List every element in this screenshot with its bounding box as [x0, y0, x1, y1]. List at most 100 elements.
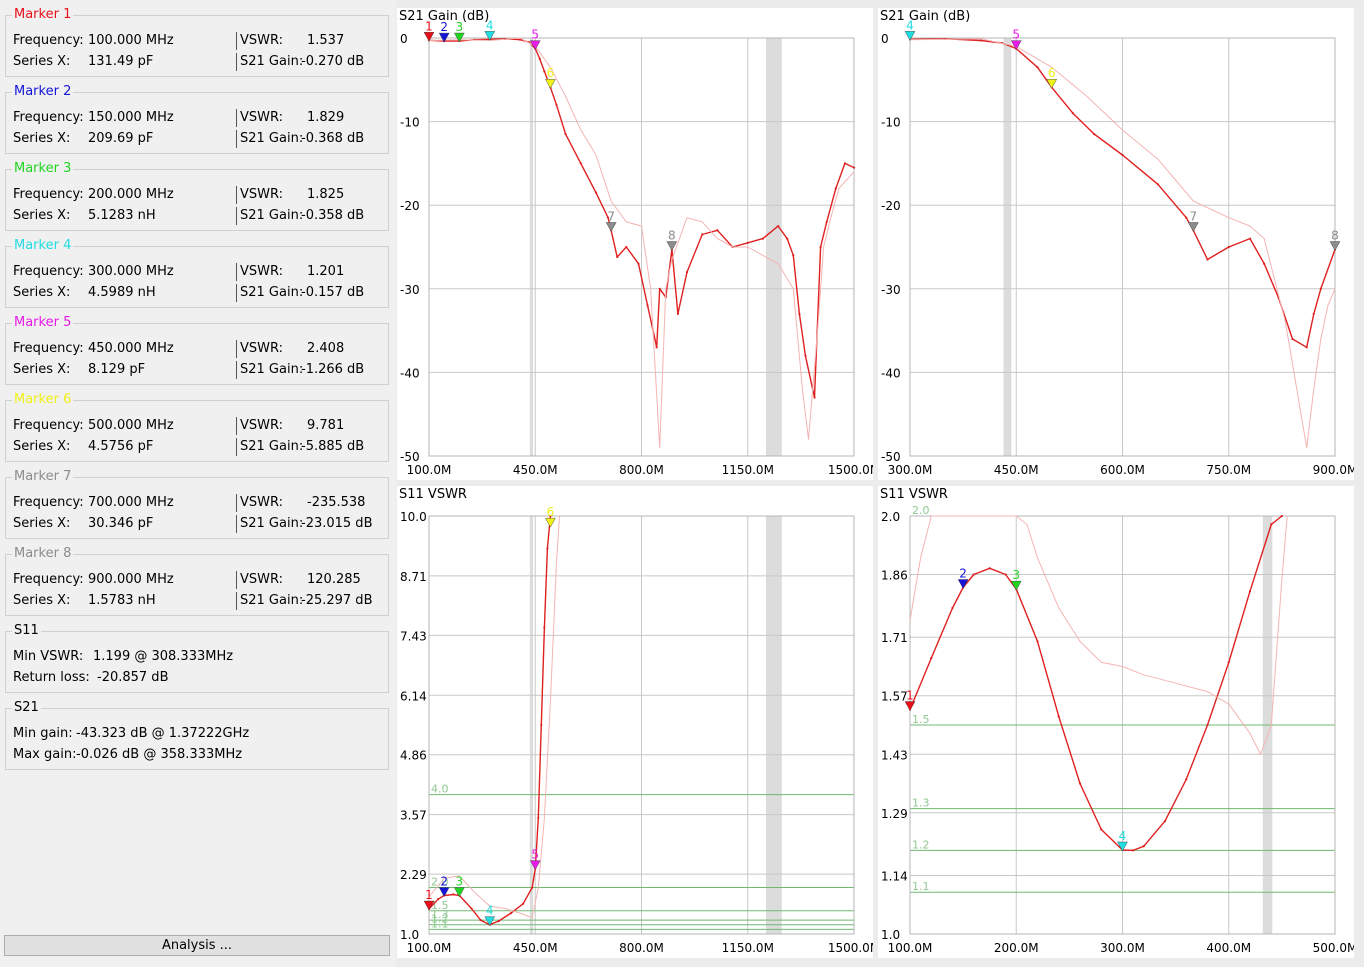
- s21-gain-wide-chart[interactable]: 100.0M 450.0M 800.0M 1150.0M 1500.0M 0 -10 -20 -…: [397, 8, 873, 480]
- frequency-value: 700.000 MHz: [88, 495, 174, 510]
- trace-point: [1206, 723, 1209, 727]
- y-tick-label: 1.71: [881, 631, 908, 645]
- frequency-label: Frequency:: [13, 341, 84, 356]
- s21-gain-value: -25.297 dB: [301, 593, 373, 608]
- vswr-value: -235.538: [307, 495, 366, 510]
- series-x-value: 30.346 pF: [88, 516, 154, 531]
- series-x-label: Series X:: [13, 362, 71, 377]
- x-tick-label: 400.0M: [1206, 941, 1251, 955]
- marker-6-triangle: [1046, 79, 1058, 89]
- y-tick-label: -50: [400, 450, 420, 464]
- marker-3-label: 3: [456, 20, 464, 34]
- s21-max-gain-value: -0.026 dB @ 358.333MHz: [76, 747, 243, 762]
- column-divider: [236, 32, 237, 50]
- frequency-value: 300.000 MHz: [88, 264, 174, 279]
- trace-point: [658, 287, 661, 290]
- marker-7-label: 7: [1190, 209, 1198, 223]
- marker-2-triangle: [438, 32, 450, 43]
- column-divider: [236, 417, 237, 435]
- s21-gain-label: S21 Gain:: [240, 362, 304, 377]
- frequency-label: Frequency:: [13, 33, 84, 48]
- series-x-label: Series X:: [13, 54, 71, 69]
- trace-point: [676, 312, 680, 315]
- s11-return-loss-value: -20.857 dB: [97, 670, 169, 685]
- y-tick-label: 7.43: [400, 629, 427, 643]
- excluded-band: [1003, 38, 1012, 456]
- y-tick-label: -30: [881, 283, 901, 297]
- s11-summary-title: S11: [12, 623, 41, 639]
- chart-plot: 100.0M 450.0M 800.0M 1150.0M 1500.0M 0 -10 -20 -…: [400, 18, 873, 477]
- marker-6-label: 6: [1048, 66, 1056, 80]
- y-tick-label: 8.71: [400, 570, 427, 584]
- s21-gain-value: -0.157 dB: [301, 285, 365, 300]
- y-tick-label: 1.43: [881, 748, 908, 762]
- marker-box: Marker 7 Frequency: 700.000 MHz VSWR: -235.5…: [5, 469, 389, 539]
- x-tick-label: 300.0M: [1100, 941, 1145, 955]
- marker-title: Marker 2: [12, 84, 74, 100]
- marker-2-triangle: [957, 579, 969, 589]
- marker-1-label: 1: [906, 689, 914, 703]
- frequency-label: Frequency:: [13, 110, 84, 125]
- previous-trace-line: [909, 515, 1288, 755]
- s21-gain-label: S21 Gain:: [240, 285, 304, 300]
- column-divider: [236, 53, 237, 71]
- y-tick-label: -50: [881, 450, 901, 464]
- analysis-button[interactable]: Analysis ...: [4, 935, 390, 956]
- frequency-label: Frequency:: [13, 495, 84, 510]
- x-tick-label: 1500.0M: [828, 941, 873, 955]
- marker-4-triangle: [484, 916, 496, 927]
- y-tick-label: 2.29: [400, 868, 427, 882]
- column-divider: [236, 592, 237, 610]
- marker-4-label: 4: [906, 18, 914, 32]
- x-tick-label: 900.0M: [1313, 463, 1354, 477]
- vswr-label: VSWR:: [240, 341, 284, 356]
- x-tick-label: 1150.0M: [722, 463, 774, 477]
- marker-box: Marker 6 Frequency: 500.000 MHz VSWR: 9.781 S…: [5, 392, 389, 462]
- trace-point: [555, 103, 558, 106]
- marker-4-triangle: [484, 31, 496, 41]
- excluded-band: [765, 516, 782, 934]
- column-divider: [236, 109, 237, 127]
- marker-1-label: 1: [425, 888, 433, 902]
- vswr-reference-label: 1.3: [912, 797, 930, 810]
- vswr-reference-label: 1.2: [431, 913, 449, 926]
- column-divider: [236, 361, 237, 379]
- marker-8-label: 8: [1331, 229, 1339, 243]
- s21-gain-label: S21 Gain:: [240, 593, 304, 608]
- s21-gain-value: -0.368 dB: [301, 131, 365, 146]
- marker-box: Marker 8 Frequency: 900.000 MHz VSWR: 120.28…: [5, 546, 389, 616]
- marker-box: Marker 3 Frequency: 200.000 MHz VSWR: 1.825 S…: [5, 161, 389, 231]
- trace-point: [564, 133, 567, 136]
- y-tick-label: 4.86: [400, 749, 427, 763]
- s21-gain-zoom-chart[interactable]: 300.0M 450.0M 600.0M 750.0M 900.0M 0 -10 -20 -30…: [878, 8, 1354, 480]
- marker-2-label: 2: [440, 874, 448, 888]
- marker-8-triangle: [1329, 241, 1341, 251]
- series-x-value: 1.5783 nH: [88, 593, 156, 608]
- column-divider: [236, 130, 237, 148]
- vswr-label: VSWR:: [240, 33, 284, 48]
- trace-point: [798, 312, 801, 315]
- series-x-value: 209.69 pF: [88, 131, 154, 146]
- s11-vswr-zoom-chart[interactable]: 100.0M 200.0M 300.0M 400.0M 500.0M 2.0 1.86 1.7…: [878, 486, 1354, 958]
- trace-point: [1057, 715, 1060, 718]
- trace-point: [819, 245, 822, 249]
- s21-gain-label: S21 Gain:: [240, 439, 304, 454]
- s21-gain-label: S21 Gain:: [240, 54, 304, 69]
- chart-title: S11 VSWR: [399, 487, 467, 502]
- x-tick-label: 100.0M: [407, 941, 452, 955]
- vswr-reference-label: 1.2: [912, 838, 930, 851]
- trace-point: [1163, 820, 1167, 823]
- frequency-value: 100.000 MHz: [88, 33, 174, 48]
- marker-3-triangle: [454, 887, 465, 898]
- y-tick-label: 0: [400, 32, 408, 46]
- trace-point: [1142, 845, 1145, 848]
- marker-4-label: 4: [486, 904, 494, 918]
- vswr-value: 1.537: [307, 33, 345, 48]
- trace-point: [1036, 640, 1039, 643]
- excluded-band: [529, 516, 534, 934]
- marker-6-triangle: [545, 517, 556, 528]
- s11-vswr-wide-chart[interactable]: 100.0M 450.0M 800.0M 1150.0M 1500.0M 10.0 8.71…: [397, 486, 873, 958]
- column-divider: [236, 186, 237, 204]
- y-tick-label: 0: [881, 32, 889, 46]
- trace-point: [522, 902, 525, 905]
